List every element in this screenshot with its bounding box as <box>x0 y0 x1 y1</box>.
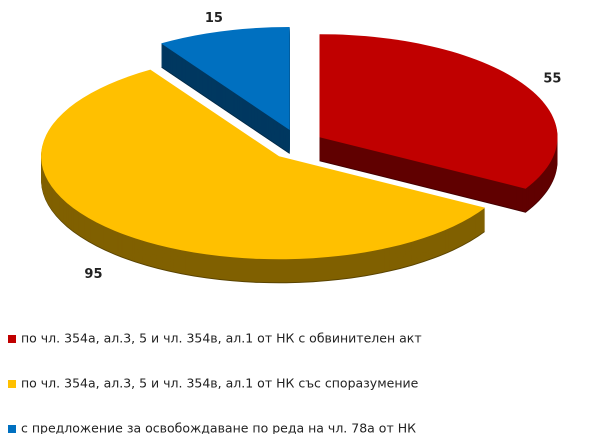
legend-swatch <box>8 335 16 343</box>
legend-label: по чл. 354а, ал.3, 5 и чл. 354в, ал.1 от… <box>21 376 419 391</box>
data-label: 15 <box>205 11 223 26</box>
legend-label: по чл. 354а, ал.3, 5 и чл. 354в, ал.1 от… <box>21 331 422 346</box>
pie-slice <box>319 34 558 189</box>
data-label: 55 <box>543 72 561 87</box>
data-label: 95 <box>84 267 102 282</box>
pie-slice <box>161 27 290 131</box>
legend-label: с предложение за освобождаване по реда н… <box>21 421 416 434</box>
legend-swatch <box>8 380 16 388</box>
legend-swatch <box>8 425 16 433</box>
pie-slice <box>41 69 486 260</box>
